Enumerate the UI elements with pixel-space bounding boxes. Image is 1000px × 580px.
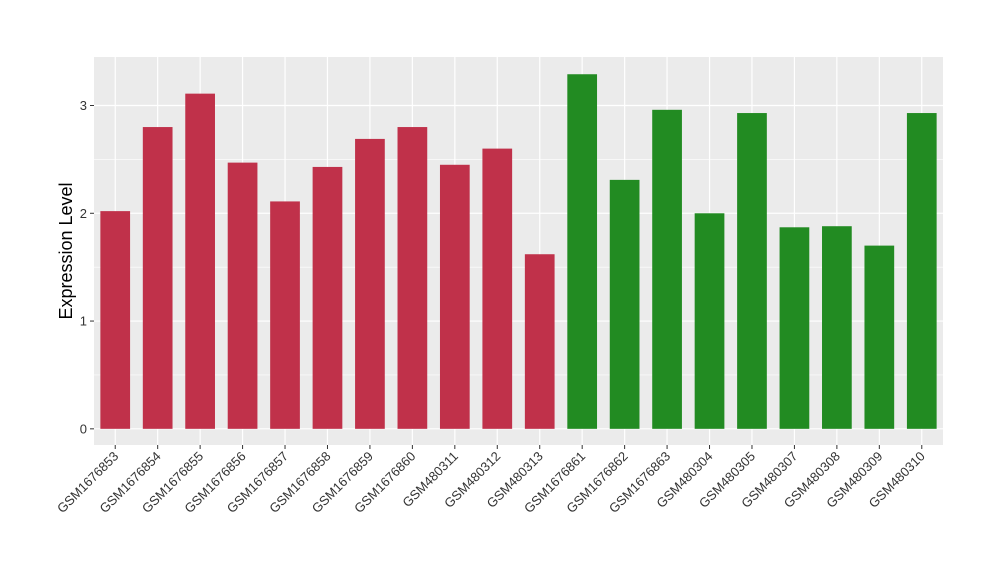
bar	[439, 164, 470, 429]
bar	[142, 127, 173, 429]
y-tick-label: 1	[80, 314, 87, 329]
bar	[355, 138, 385, 429]
bar	[822, 226, 852, 429]
y-axis-title: Expression Level	[56, 182, 76, 319]
bar	[270, 201, 300, 429]
bar	[652, 109, 682, 429]
bar	[524, 254, 555, 429]
y-tick-label: 3	[80, 98, 87, 113]
bar	[397, 127, 428, 429]
bar	[100, 211, 131, 429]
bar	[864, 245, 895, 429]
bar	[737, 113, 767, 429]
bar	[779, 227, 810, 429]
bar	[185, 93, 215, 429]
x-axis: GSM1676853GSM1676854GSM1676855GSM1676856…	[54, 445, 928, 516]
bar	[567, 74, 598, 429]
y-tick-label: 0	[80, 421, 87, 436]
y-tick-label: 2	[80, 206, 87, 221]
bars	[100, 74, 937, 429]
plot-panel	[94, 57, 943, 445]
bar	[312, 166, 343, 429]
bar	[227, 162, 258, 429]
bar	[482, 148, 513, 429]
bar	[609, 179, 640, 429]
bar	[906, 113, 937, 429]
bar	[694, 213, 725, 429]
y-axis: 0 1 2 3	[80, 98, 94, 436]
